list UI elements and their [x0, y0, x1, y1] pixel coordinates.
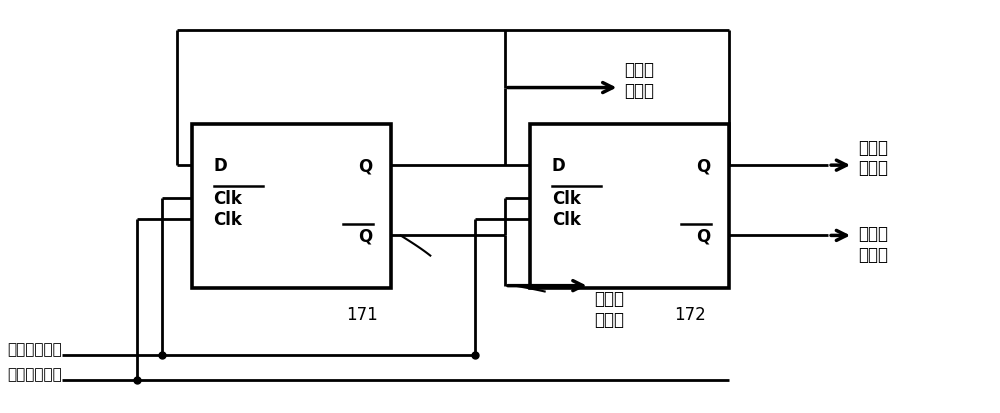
Text: 第二相
位信号: 第二相 位信号 [858, 138, 888, 177]
Bar [192, 125, 391, 288]
Text: Q: Q [358, 227, 373, 245]
Text: 第一时钟信号: 第一时钟信号 [8, 342, 62, 356]
Text: Q: Q [697, 157, 711, 175]
Text: 第三相
位信号: 第三相 位信号 [594, 289, 624, 328]
Text: Clk: Clk [552, 211, 581, 228]
Text: 第四相
位信号: 第四相 位信号 [858, 225, 888, 263]
Text: Q: Q [358, 157, 373, 175]
Text: 第一相
位信号: 第一相 位信号 [624, 61, 654, 100]
Text: D: D [214, 157, 227, 175]
Text: 171: 171 [346, 306, 378, 323]
Text: D: D [552, 157, 565, 175]
Text: Q: Q [697, 227, 711, 245]
Text: 第二时钟信号: 第二时钟信号 [8, 366, 62, 381]
Text: Clk: Clk [552, 190, 581, 207]
Bar [530, 125, 729, 288]
Text: Clk: Clk [214, 211, 242, 228]
Text: Clk: Clk [214, 190, 242, 207]
Text: 172: 172 [674, 306, 706, 323]
